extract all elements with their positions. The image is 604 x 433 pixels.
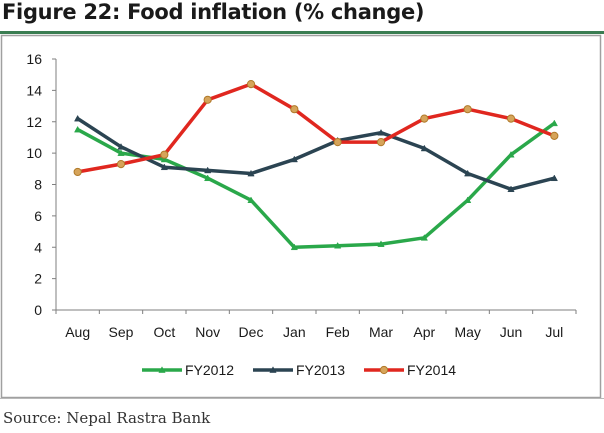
x-tick-label: Jul	[545, 324, 563, 340]
figure-title: Figure 22: Food inflation (% change)	[2, 0, 425, 24]
axes	[52, 58, 577, 314]
data-point	[204, 166, 212, 174]
data-point	[204, 174, 212, 182]
x-tick-label: Apr	[413, 324, 435, 340]
data-point	[550, 174, 558, 182]
data-point	[160, 150, 169, 159]
title-underline	[0, 31, 604, 34]
x-tick-label: Jan	[283, 324, 306, 340]
x-tick-label: May	[454, 324, 480, 340]
x-tick-label: Jun	[500, 324, 523, 340]
data-point	[160, 155, 168, 163]
data-point	[116, 160, 126, 169]
y-tick-label: 8	[34, 177, 42, 193]
legend-label: FY2013	[296, 362, 345, 378]
y-tick-label: 2	[34, 271, 42, 287]
data-point	[290, 155, 298, 163]
data-point	[160, 163, 168, 171]
data-point	[269, 366, 277, 373]
x-tick-label: Feb	[326, 324, 350, 340]
y-tick-label: 0	[34, 302, 42, 318]
data-point	[74, 114, 82, 122]
data-point	[377, 129, 385, 136]
data-point	[334, 241, 342, 249]
data-point	[333, 138, 342, 147]
data-point	[420, 114, 429, 123]
data-point	[74, 125, 82, 133]
series-line	[75, 116, 557, 191]
data-point	[376, 138, 386, 147]
data-point	[247, 196, 255, 203]
data-point	[550, 131, 559, 140]
y-tick-label: 12	[26, 114, 42, 130]
data-point	[507, 185, 515, 193]
y-tick-label: 16	[26, 51, 42, 67]
series-fy2014	[73, 80, 559, 177]
data-point	[117, 149, 125, 156]
data-point	[290, 105, 299, 114]
x-tick-label: Sep	[109, 324, 134, 340]
data-point	[158, 366, 166, 373]
chart-frame	[0, 34, 602, 398]
data-point	[203, 95, 212, 104]
series-line	[75, 121, 557, 250]
legend-label: FY2012	[185, 362, 234, 378]
data-point	[550, 119, 558, 127]
data-point	[464, 196, 472, 203]
data-point	[290, 243, 298, 251]
series-fy2012	[74, 119, 558, 251]
x-tick-label: Nov	[195, 324, 220, 340]
series-lines	[73, 80, 559, 251]
y-tick-label: 14	[26, 82, 42, 98]
data-point	[420, 234, 428, 241]
legend-item-fy2013: FY2013	[253, 362, 345, 378]
y-tick-label: 10	[26, 145, 42, 161]
x-tick-label: Aug	[65, 324, 90, 340]
x-tick-label: Mar	[369, 324, 393, 340]
data-point	[377, 240, 385, 247]
legend-item-fy2012: FY2012	[142, 362, 234, 378]
line-chart: 0 2 4 6 8 10 12 14 16 Aug Sep Oct Nov Dec Jan Feb Mar Ap…	[0, 34, 602, 398]
data-point	[117, 143, 125, 150]
legend-label: FY2014	[407, 362, 456, 378]
data-point	[463, 105, 472, 114]
source-note: Source: Nepal Rastra Bank	[3, 409, 211, 427]
x-tick-label: Oct	[153, 324, 175, 340]
y-tick-label: 4	[34, 239, 42, 255]
x-tick-labels: Aug Sep Oct Nov Dec Jan Feb Mar Apr May Jun Jul	[65, 324, 563, 340]
y-tick-labels: 0 2 4 6 8 10 12 14 16	[26, 51, 42, 318]
series-line	[75, 82, 557, 174]
data-point	[506, 114, 516, 123]
x-tick-label: Dec	[239, 324, 264, 340]
data-point	[379, 365, 389, 375]
legend: FY2012 FY2013 FY2014	[142, 362, 456, 378]
data-point	[73, 167, 82, 177]
data-point	[507, 150, 515, 158]
data-point	[246, 80, 256, 89]
data-point	[247, 169, 255, 177]
series-fy2013	[74, 114, 558, 193]
data-point	[420, 144, 428, 152]
bottom-rule	[0, 398, 604, 399]
legend-item-fy2014: FY2014	[364, 362, 456, 378]
y-tick-label: 6	[34, 208, 42, 224]
data-point	[464, 169, 472, 177]
